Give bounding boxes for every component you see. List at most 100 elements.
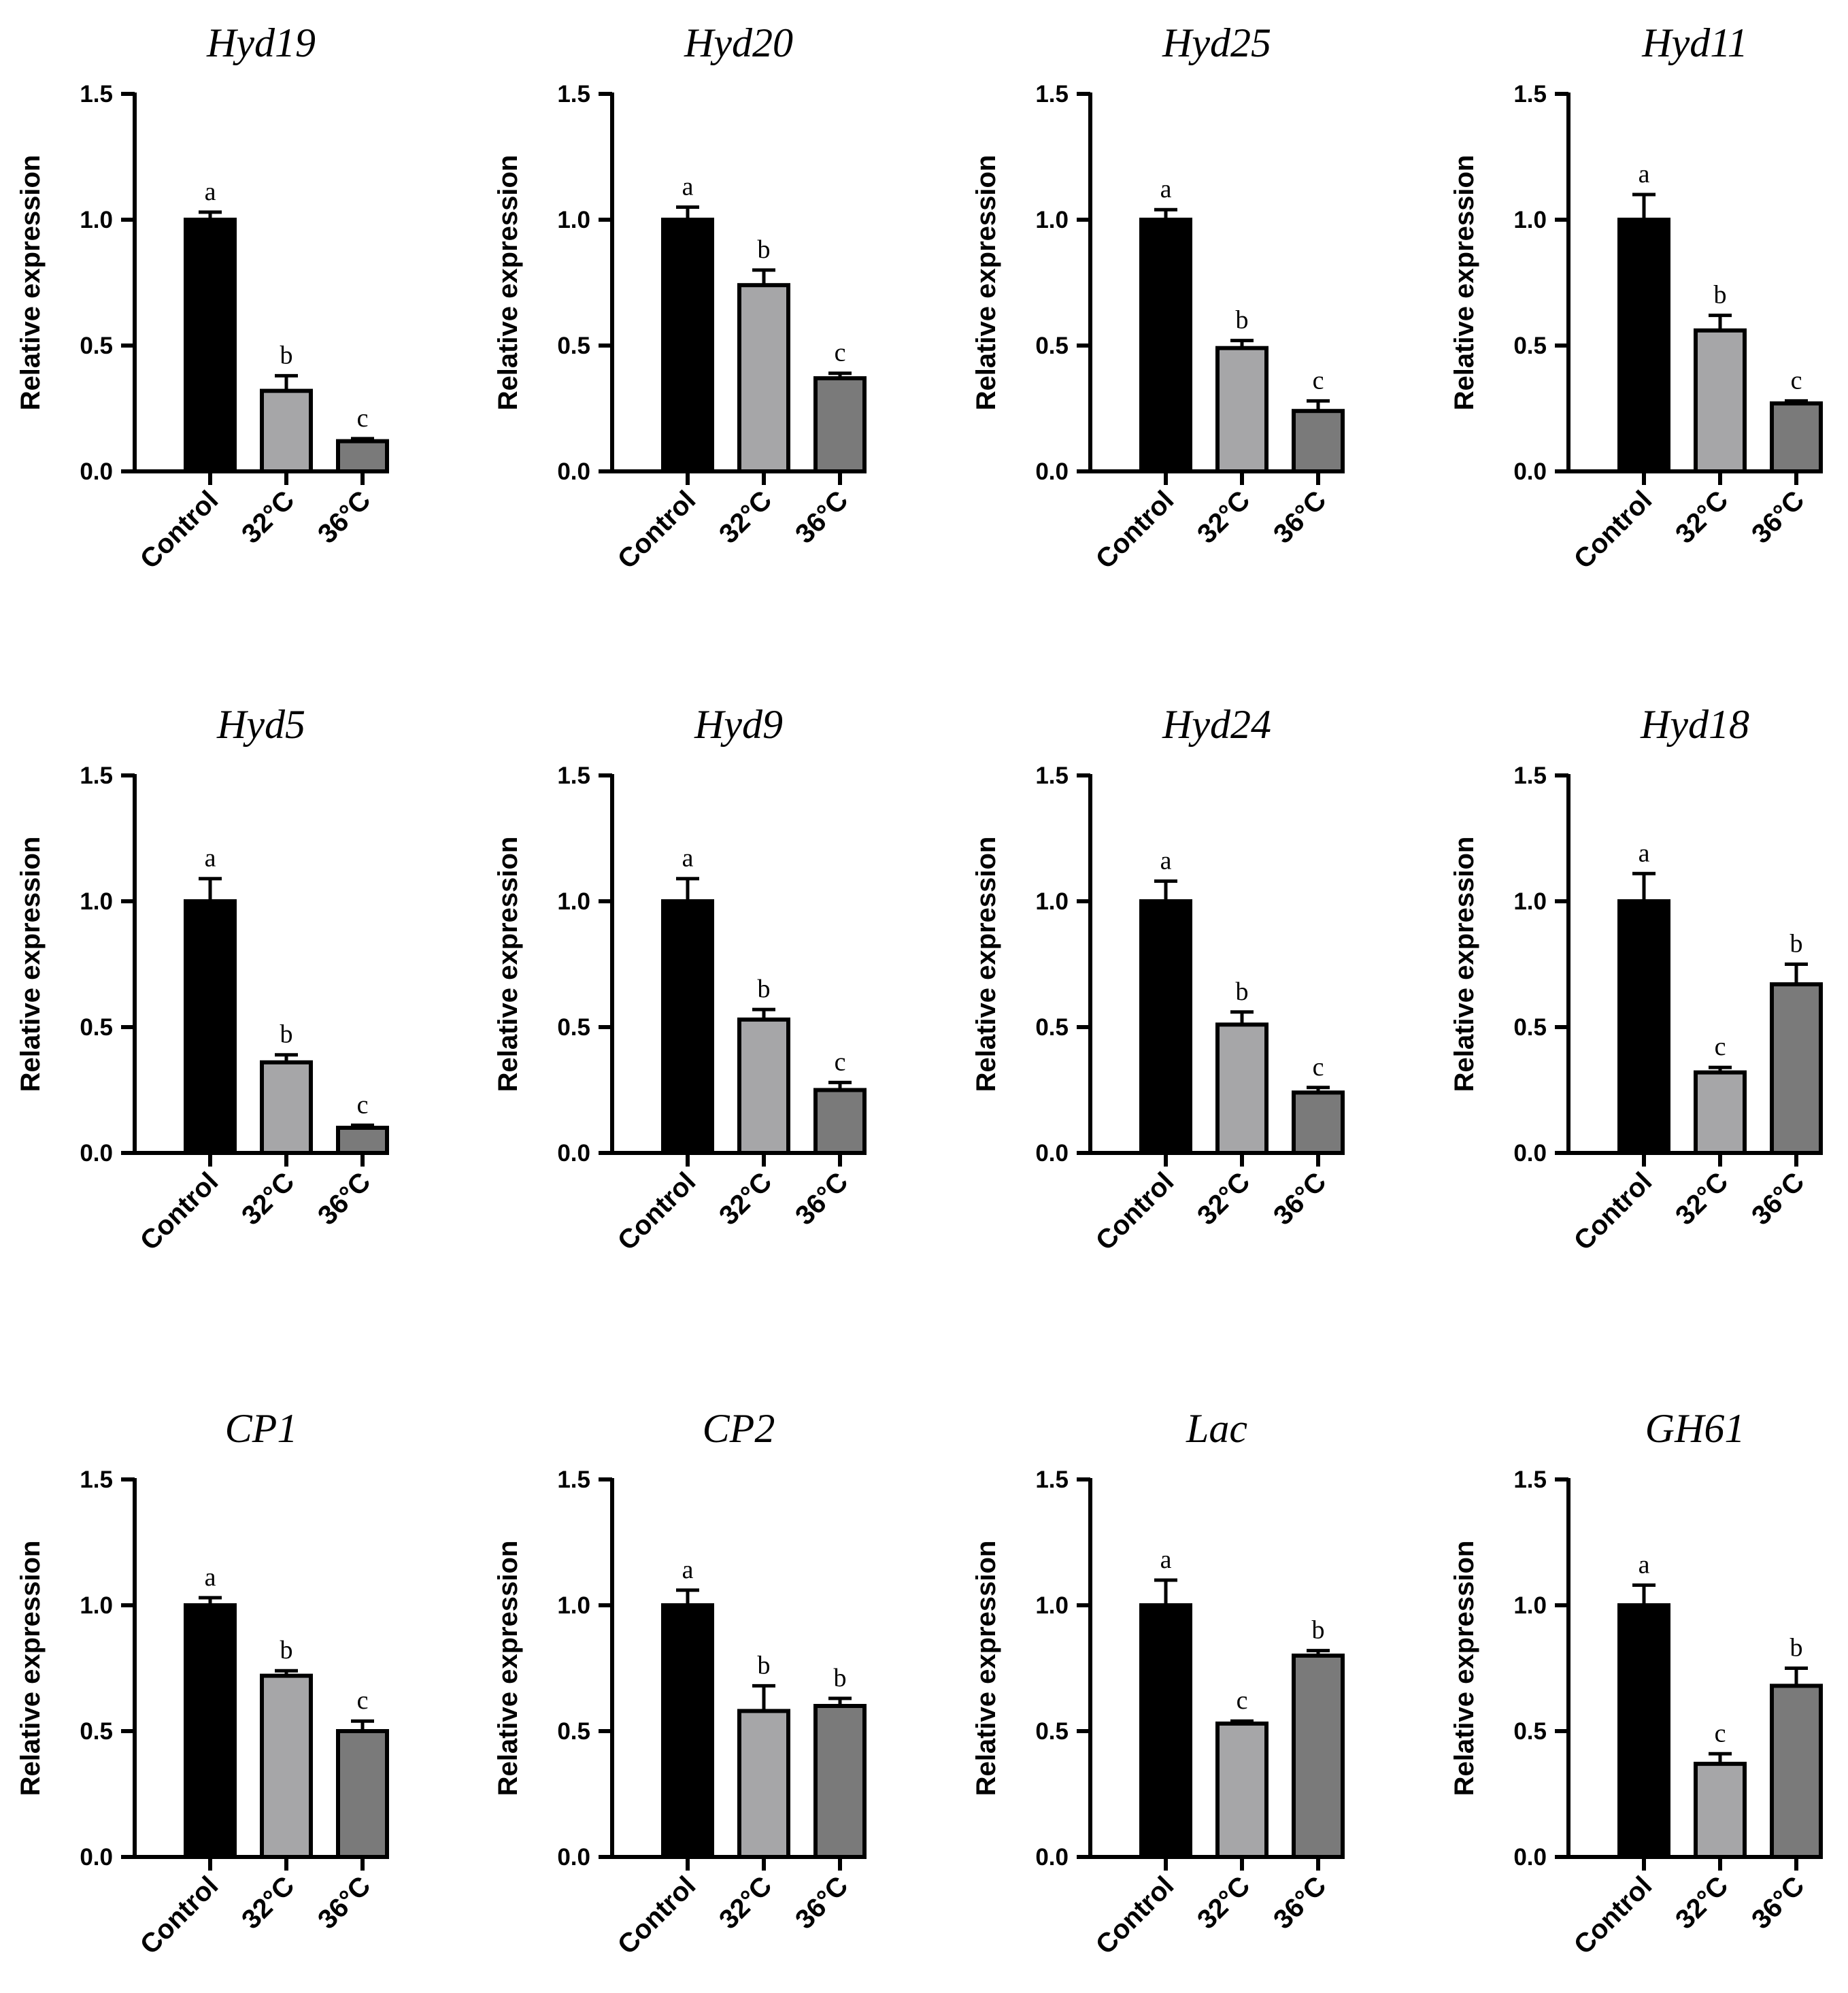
chart-panel: Hyd18 Relative expression 0.0 0.5 1.0 1.5 a Con…	[1449, 702, 1823, 1256]
bar-36c	[336, 439, 389, 473]
bar-control	[661, 899, 714, 1155]
chart-panel: Hyd9 Relative expression 0.0 0.5 1.0 1.5 a Cont…	[493, 702, 867, 1256]
bar-control	[1617, 218, 1670, 473]
significance-letter: c	[1715, 1719, 1726, 1747]
x-category-label: 36°C	[312, 485, 376, 549]
significance-letter: a	[205, 178, 216, 206]
x-category-label: 36°C	[1746, 485, 1810, 549]
significance-letter: b	[758, 1651, 771, 1679]
y-tick-label: 1.5	[1035, 81, 1069, 107]
y-axis-label: Relative expression	[16, 155, 46, 411]
x-category-label: Control	[612, 1167, 702, 1256]
chart-title: Hyd11	[1641, 20, 1748, 65]
bar-36c	[1292, 409, 1345, 474]
y-tick-label: 0.0	[1035, 1140, 1069, 1167]
x-category-label: 32°C	[236, 485, 300, 549]
chart-title: Hyd25	[1162, 20, 1271, 65]
bar-36c	[813, 376, 867, 473]
y-tick-label: 0.5	[80, 333, 113, 359]
bar-control	[661, 1603, 714, 1859]
y-tick-label: 0.0	[557, 1844, 590, 1871]
y-tick-label: 1.0	[1035, 207, 1069, 233]
x-category-label: 32°C	[236, 1871, 300, 1935]
chart-panel: Hyd24 Relative expression 0.0 0.5 1.0 1.5 a Con…	[971, 702, 1345, 1256]
y-axis-label: Relative expression	[493, 155, 523, 411]
chart-title: Hyd19	[206, 20, 316, 65]
bar-36c	[1770, 401, 1823, 473]
bar-32c	[737, 283, 790, 473]
significance-letter: c	[1791, 366, 1802, 395]
y-tick-label: 1.0	[1035, 1592, 1069, 1619]
x-category-label: Control	[1568, 1871, 1658, 1960]
y-tick-label: 1.5	[80, 763, 113, 789]
chart-title: Hyd20	[684, 20, 793, 65]
y-tick-label: 1.5	[1035, 763, 1069, 789]
bar-32c	[737, 1017, 790, 1156]
significance-letter: a	[1160, 175, 1172, 203]
y-tick-label: 0.5	[557, 1014, 590, 1041]
bar-36c	[1292, 1090, 1345, 1155]
chart-panel: Hyd5 Relative expression 0.0 0.5 1.0 1.5 a Cont…	[16, 702, 389, 1256]
significance-letter: c	[357, 1090, 369, 1119]
significance-letter: c	[1313, 366, 1324, 395]
x-category-label: 32°C	[1192, 1167, 1256, 1230]
bar-32c	[1694, 328, 1747, 473]
y-tick-label: 1.0	[1513, 207, 1547, 233]
chart-title: GH61	[1645, 1406, 1745, 1451]
y-axis-label: Relative expression	[971, 155, 1001, 411]
y-tick-label: 0.5	[1513, 1014, 1547, 1041]
significance-letter: c	[835, 1048, 846, 1076]
x-category-label: 36°C	[1268, 1871, 1332, 1935]
bar-32c	[1215, 346, 1269, 474]
x-category-label: 36°C	[790, 485, 854, 549]
significance-letter: c	[1237, 1686, 1248, 1715]
x-category-label: Control	[1090, 1871, 1180, 1960]
y-axis-label: Relative expression	[16, 837, 46, 1092]
y-tick-label: 0.5	[557, 1718, 590, 1745]
significance-letter: a	[682, 173, 694, 201]
x-category-label: 32°C	[713, 1167, 777, 1230]
x-category-label: 36°C	[790, 1167, 854, 1230]
x-category-label: 32°C	[1670, 485, 1734, 549]
significance-letter: a	[682, 1556, 694, 1584]
chart-title: CP2	[703, 1406, 775, 1451]
y-tick-label: 1.0	[1513, 1592, 1547, 1619]
significance-letter: b	[280, 341, 293, 369]
significance-letter: b	[758, 975, 771, 1003]
x-category-label: Control	[612, 485, 702, 575]
y-tick-label: 1.0	[1513, 888, 1547, 915]
significance-letter: b	[1790, 930, 1803, 958]
y-tick-label: 1.5	[1513, 1467, 1547, 1493]
y-tick-label: 1.5	[80, 1467, 113, 1493]
x-category-label: 36°C	[1746, 1167, 1810, 1230]
chart-panel: Lac Relative expression 0.0 0.5 1.0 1.5 a Contr…	[971, 1406, 1345, 1960]
y-tick-label: 1.0	[557, 207, 590, 233]
chart-panel: CP2 Relative expression 0.0 0.5 1.0 1.5 a Contr…	[493, 1406, 867, 1960]
y-tick-label: 0.0	[557, 1140, 590, 1167]
y-tick-label: 0.0	[1035, 458, 1069, 485]
y-axis-label: Relative expression	[493, 1541, 523, 1796]
x-category-label: Control	[135, 1167, 224, 1256]
chart-title: Hyd24	[1162, 702, 1271, 747]
bar-control	[1139, 899, 1192, 1155]
bar-32c	[260, 1060, 313, 1156]
significance-letter: b	[1236, 306, 1249, 335]
bar-control	[661, 218, 714, 473]
bar-control	[1617, 899, 1670, 1155]
significance-letter: b	[758, 235, 771, 264]
y-tick-label: 1.0	[80, 1592, 113, 1619]
chart-panel: Hyd20 Relative expression 0.0 0.5 1.0 1.5 a Con…	[493, 20, 867, 575]
significance-letter: b	[1236, 977, 1249, 1006]
significance-letter: a	[205, 844, 216, 873]
significance-letter: c	[1715, 1033, 1726, 1061]
x-category-label: 32°C	[1192, 485, 1256, 549]
bar-32c	[1694, 1070, 1747, 1155]
significance-letter: b	[280, 1020, 293, 1049]
y-tick-label: 0.5	[1035, 333, 1069, 359]
bar-32c	[1215, 1022, 1269, 1156]
bar-36c	[336, 1729, 389, 1859]
x-category-label: 32°C	[713, 485, 777, 549]
bar-control	[184, 1603, 237, 1859]
bar-32c	[737, 1709, 790, 1859]
bar-36c	[336, 1126, 389, 1155]
